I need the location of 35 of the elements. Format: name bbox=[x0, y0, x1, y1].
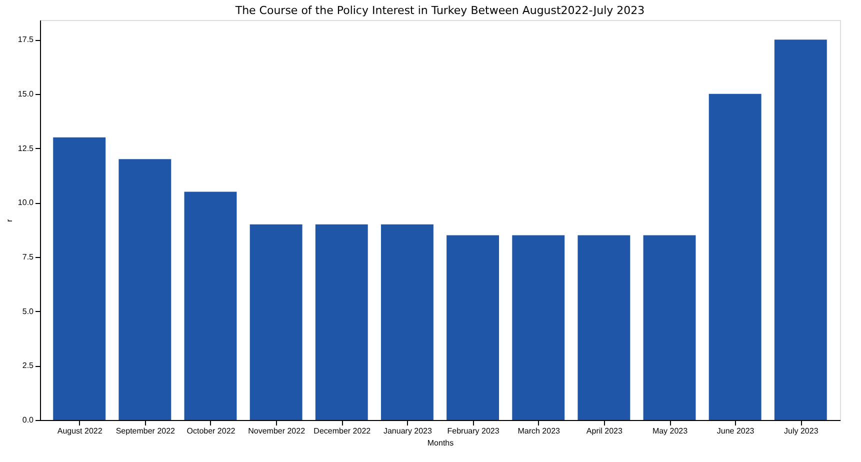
bar bbox=[53, 137, 106, 420]
x-tick-label: May 2023 bbox=[652, 426, 688, 436]
x-tick-label: September 2022 bbox=[116, 426, 176, 436]
chart-title: The Course of the Policy Interest in Turkey Between August2022-July 2023 bbox=[234, 4, 645, 17]
bar bbox=[250, 224, 302, 420]
x-tick-label: November 2022 bbox=[248, 426, 306, 436]
y-tick-label: 5.0 bbox=[22, 306, 34, 316]
x-tick-label: October 2022 bbox=[186, 426, 236, 436]
y-tick-label: 0.0 bbox=[22, 416, 34, 424]
x-tick-label: December 2022 bbox=[314, 426, 372, 436]
y-tick-label: 2.5 bbox=[22, 361, 34, 370]
x-axis-title: Months bbox=[427, 438, 454, 448]
x-tick-label: March 2023 bbox=[518, 426, 561, 436]
y-tick-label: 12.5 bbox=[18, 144, 34, 153]
x-tick-label: April 2023 bbox=[586, 426, 623, 436]
bar bbox=[578, 235, 630, 420]
bar bbox=[446, 235, 500, 420]
y-tick-label: 7.5 bbox=[22, 252, 34, 262]
x-tick-label: January 2023 bbox=[383, 426, 432, 436]
x-tick-label: July 2023 bbox=[784, 426, 819, 436]
y-tick-label: 10.0 bbox=[18, 198, 34, 208]
y-axis-title: r bbox=[4, 218, 14, 222]
bar bbox=[708, 94, 762, 420]
bar bbox=[118, 159, 172, 420]
bar bbox=[643, 235, 696, 420]
bar bbox=[315, 224, 368, 420]
x-tick-label: June 2023 bbox=[716, 426, 755, 436]
y-tick-label: 17.5 bbox=[18, 35, 34, 44]
x-tick-label: August 2022 bbox=[57, 426, 103, 436]
bar bbox=[774, 40, 827, 420]
bar bbox=[512, 235, 565, 420]
bar bbox=[380, 224, 434, 420]
bar bbox=[184, 192, 237, 420]
y-tick-label: 15.0 bbox=[18, 89, 34, 98]
x-tick-label: February 2023 bbox=[447, 426, 500, 436]
